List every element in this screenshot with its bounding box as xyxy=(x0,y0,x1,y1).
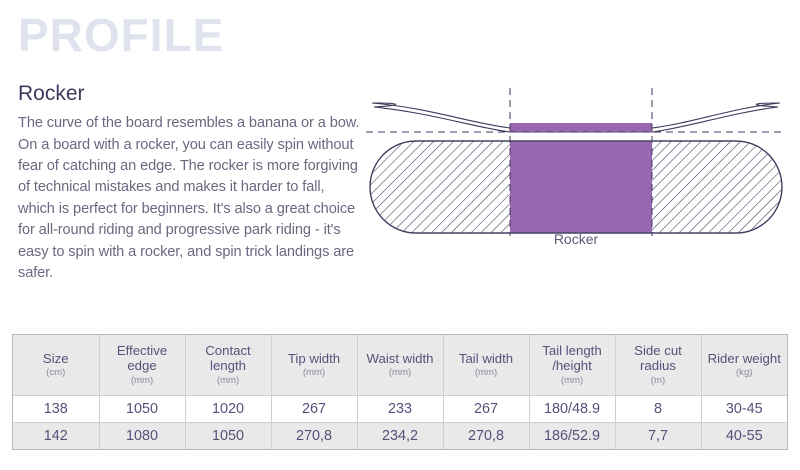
section-body-text: The curve of the board resembles a banan… xyxy=(18,115,360,282)
cell-effective-edge: 1050 xyxy=(99,394,186,423)
column-unit: (m) xyxy=(650,374,666,386)
side-profile-curve xyxy=(371,102,781,133)
spec-table-container: Size (cm) Effective edge (mm) Contact le… xyxy=(12,334,788,450)
cell-side-cut-radius: 8 xyxy=(615,394,702,423)
profile-contact-highlight xyxy=(510,123,652,132)
cell-tail-length-height: 186/52.9 xyxy=(529,421,616,449)
spec-table-head: Size (cm) Effective edge (mm) Contact le… xyxy=(13,335,787,396)
section-heading: Rocker xyxy=(18,82,85,105)
cell-waist-width: 233 xyxy=(357,394,444,423)
column-label: Tail width xyxy=(458,350,514,366)
page-title: PROFILE xyxy=(18,9,225,61)
cell-tail-width: 270,8 xyxy=(443,421,530,449)
table-row: 138 1050 1020 267 233 267 180/48.9 8 30-… xyxy=(13,394,787,423)
column-unit: (mm) xyxy=(302,366,326,378)
cell-side-cut-radius: 7,7 xyxy=(615,421,702,449)
column-header-side-cut-radius: Side cut radius (m) xyxy=(615,335,702,396)
cell-size: 142 xyxy=(13,421,100,449)
column-unit: (mm) xyxy=(388,366,412,378)
column-label: Size xyxy=(42,350,69,366)
cell-tip-width: 267 xyxy=(271,394,358,423)
cell-waist-width: 234,2 xyxy=(357,421,444,449)
board-top-view xyxy=(369,140,783,234)
column-header-size: Size (cm) xyxy=(13,335,100,396)
column-unit: (mm) xyxy=(130,374,154,386)
column-label: Contact length xyxy=(205,343,251,374)
column-unit: (mm) xyxy=(560,374,584,386)
cell-rider-weight: 30-45 xyxy=(701,394,787,423)
column-label: Waist width xyxy=(366,350,434,366)
cell-effective-edge: 1080 xyxy=(99,421,186,449)
spec-table-body: 138 1050 1020 267 233 267 180/48.9 8 30-… xyxy=(13,394,787,449)
rocker-diagram-svg xyxy=(366,88,786,236)
cell-tip-width: 270,8 xyxy=(271,421,358,449)
table-header-row: Size (cm) Effective edge (mm) Contact le… xyxy=(13,335,787,396)
cell-size: 138 xyxy=(13,394,100,423)
column-label: Rider weight xyxy=(707,350,781,366)
column-header-tail-width: Tail width (mm) xyxy=(443,335,530,396)
column-header-rider-weight: Rider weight (kg) xyxy=(701,335,787,395)
column-header-waist-width: Waist width (mm) xyxy=(357,335,444,396)
column-header-tail-length-height: Tail length /height (mm) xyxy=(529,335,616,396)
cell-rider-weight: 40-55 xyxy=(701,421,787,449)
column-label: Tail length /height xyxy=(542,343,602,374)
column-label: Tip width xyxy=(287,350,341,366)
column-label: Effective edge xyxy=(116,343,168,374)
cell-tail-width: 267 xyxy=(443,394,530,423)
column-header-effective-edge: Effective edge (mm) xyxy=(99,335,186,396)
cell-tail-length-height: 180/48.9 xyxy=(529,394,616,423)
table-row: 142 1080 1050 270,8 234,2 270,8 186/52.9… xyxy=(13,421,787,449)
cell-contact-length: 1050 xyxy=(185,421,272,449)
column-unit: (kg) xyxy=(735,366,753,378)
column-label: Side cut radius xyxy=(634,343,682,374)
diagram-caption: Rocker xyxy=(553,231,599,247)
rocker-diagram: Rocker xyxy=(360,86,792,266)
profile-description-block: Rocker The curve of the board resembles … xyxy=(18,82,363,285)
board-contact-highlight xyxy=(510,141,652,233)
spec-table: Size (cm) Effective edge (mm) Contact le… xyxy=(13,335,787,449)
column-unit: (mm) xyxy=(216,374,240,386)
column-unit: (cm) xyxy=(46,366,66,378)
column-unit: (mm) xyxy=(474,366,498,378)
cell-contact-length: 1020 xyxy=(185,394,272,423)
column-header-tip-width: Tip width (mm) xyxy=(271,335,358,396)
column-header-contact-length: Contact length (mm) xyxy=(185,335,272,396)
